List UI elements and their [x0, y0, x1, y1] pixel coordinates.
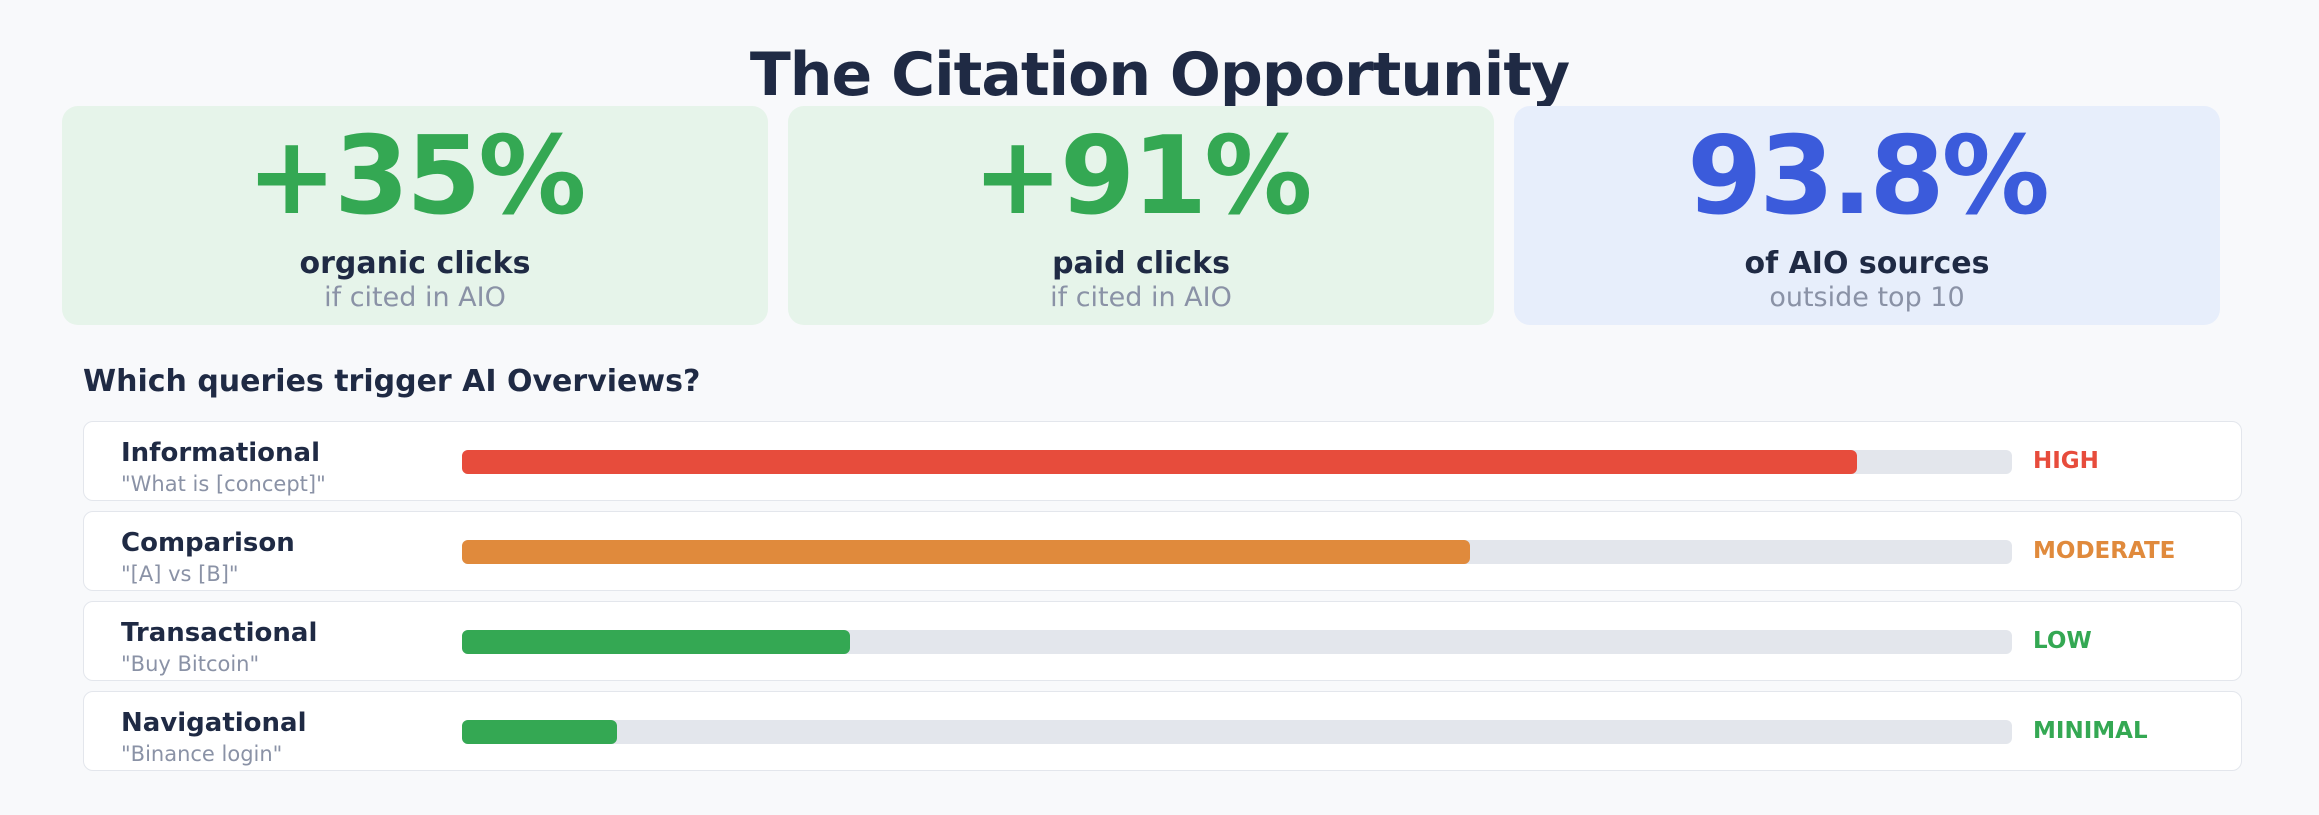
query-type: Comparison — [121, 528, 295, 558]
stat-sublabel: if cited in AIO — [324, 282, 506, 313]
level-label: MINIMAL — [2033, 718, 2148, 744]
query-type: Transactional — [121, 618, 318, 648]
bar-track — [462, 630, 2012, 654]
stat-label: of AIO sources — [1744, 246, 1990, 281]
query-row: Transactional "Buy Bitcoin" LOW — [83, 601, 2242, 681]
stat-card: 93.8% of AIO sources outside top 10 — [1514, 106, 2220, 325]
stat-sublabel: outside top 10 — [1769, 282, 1965, 313]
bar-track — [462, 720, 2012, 744]
stat-sublabel: if cited in AIO — [1050, 282, 1232, 313]
stat-card: +91% paid clicks if cited in AIO — [788, 106, 1494, 325]
level-label: MODERATE — [2033, 538, 2176, 564]
query-example: "[A] vs [B]" — [121, 562, 239, 586]
bar — [462, 540, 1470, 564]
stat-card: +35% organic clicks if cited in AIO — [62, 106, 768, 325]
stat-value: 93.8% — [1687, 114, 2050, 239]
query-example: "What is [concept]" — [121, 472, 326, 496]
level-label: LOW — [2033, 628, 2092, 654]
title: The Citation Opportunity — [749, 40, 1570, 110]
query-row: Navigational "Binance login" MINIMAL — [83, 691, 2242, 771]
bar-track — [462, 540, 2012, 564]
bar — [462, 450, 1857, 474]
bar — [462, 720, 617, 744]
query-example: "Buy Bitcoin" — [121, 652, 260, 676]
section-title: Which queries trigger AI Overviews? — [83, 364, 701, 399]
query-row: Comparison "[A] vs [B]" MODERATE — [83, 511, 2242, 591]
stat-label: paid clicks — [1052, 246, 1230, 281]
query-type: Navigational — [121, 708, 307, 738]
stat-label: organic clicks — [299, 246, 531, 281]
query-row: Informational "What is [concept]" HIGH — [83, 421, 2242, 501]
query-type: Informational — [121, 438, 320, 468]
query-example: "Binance login" — [121, 742, 283, 766]
level-label: HIGH — [2033, 448, 2099, 474]
stat-value: +91% — [972, 114, 1313, 239]
bar-track — [462, 450, 2012, 474]
bar — [462, 630, 850, 654]
stat-value: +35% — [246, 114, 587, 239]
